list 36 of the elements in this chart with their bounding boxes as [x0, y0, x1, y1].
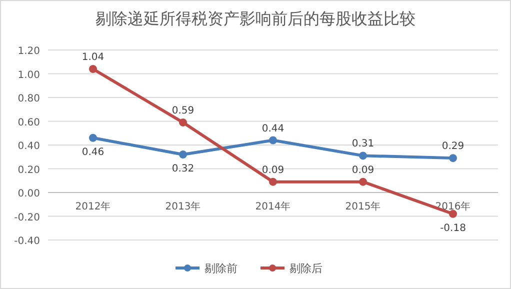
x-tick-label: 2014年 [255, 200, 291, 212]
y-tick-label: -0.40 [14, 236, 40, 247]
legend-label: 剔除前 [204, 262, 238, 275]
y-tick-label: 0.60 [18, 117, 40, 128]
data-label: 0.46 [82, 146, 104, 158]
point [359, 152, 367, 160]
data-label: -0.18 [440, 222, 466, 234]
point [89, 65, 97, 73]
data-label: 0.44 [262, 123, 284, 134]
point [269, 136, 277, 144]
data-label: 0.09 [352, 164, 374, 176]
y-tick-label: -0.20 [14, 212, 40, 224]
y-tick-label: 0.80 [18, 94, 40, 104]
x-tick-label: 2015年 [345, 200, 381, 212]
y-tick-label: 1.20 [18, 46, 40, 57]
x-tick-label: 2013年 [165, 200, 201, 212]
data-label: 1.04 [82, 52, 104, 63]
y-tick-label: 1.00 [18, 70, 40, 81]
data-label: 0.32 [172, 164, 194, 174]
chart-title: 剔除递延所得税资产影响前后的每股收益比较 [96, 9, 416, 28]
x-tick-label: 2012年 [75, 200, 111, 212]
data-label: 0.09 [262, 164, 284, 176]
point [269, 178, 277, 186]
point [179, 118, 187, 126]
y-tick-label: 0.00 [18, 188, 40, 200]
y-tick-label: 0.20 [18, 164, 40, 176]
point [449, 210, 457, 218]
point [179, 150, 187, 158]
point [359, 178, 367, 186]
data-label: 0.59 [172, 105, 194, 116]
point [89, 134, 97, 142]
data-label: 0.29 [442, 141, 464, 152]
y-tick-label: 0.40 [18, 141, 40, 152]
data-label: 0.31 [352, 138, 374, 150]
legend-label: 剔除后 [290, 262, 322, 275]
point [449, 154, 457, 162]
